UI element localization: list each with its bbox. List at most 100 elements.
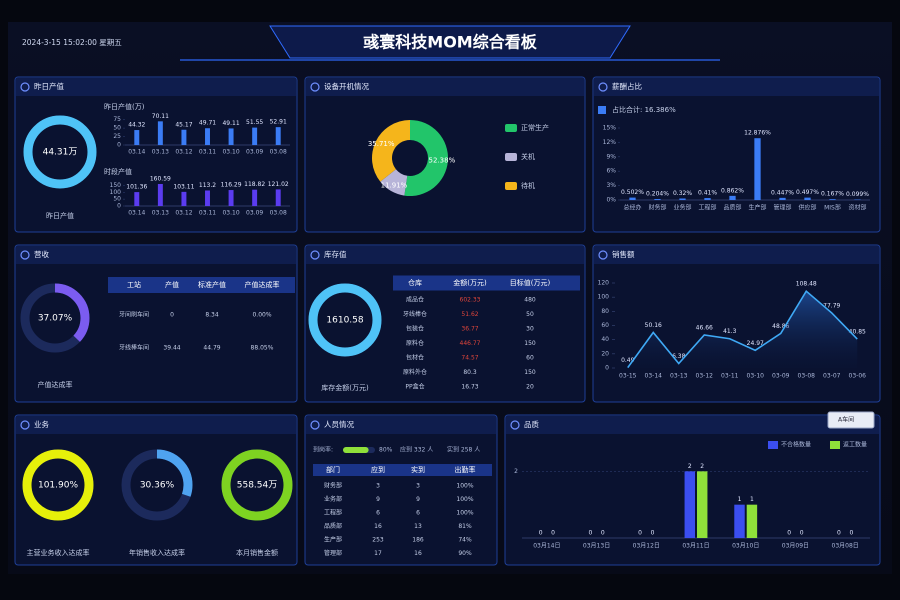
y-tick-label: 9%	[606, 153, 616, 160]
table-cell: 446.77	[460, 340, 481, 347]
table-cell: 100%	[456, 496, 473, 503]
gauge-arc	[121, 449, 193, 521]
table-cell: 20	[526, 384, 534, 391]
value-label: 108.48	[796, 281, 817, 288]
column-header: 金额(万元)	[453, 278, 487, 287]
title-plate	[269, 25, 631, 59]
x-tick-label: 业务部	[673, 204, 691, 212]
table-cell: 9	[416, 496, 420, 503]
value-label: 0	[588, 530, 592, 537]
bar	[696, 471, 708, 538]
panel-icon	[598, 250, 608, 260]
table-cell: 51.62	[461, 311, 478, 318]
y-tick-label: 20	[601, 350, 609, 357]
panel-icon	[598, 82, 608, 92]
table-cell: 150	[524, 369, 536, 376]
column-header: 目标值(万元)	[510, 278, 551, 287]
x-tick-label: 03.12	[175, 149, 192, 156]
bar	[704, 198, 711, 200]
value-label: 0.862%	[721, 187, 744, 194]
panel-header	[306, 246, 584, 264]
pie-slice	[380, 169, 408, 196]
table-cell: 牙间刷车间	[119, 311, 149, 319]
value-label: 2	[688, 463, 692, 470]
value-label: 0.099%	[846, 191, 869, 198]
panel-title: 业务	[34, 419, 49, 429]
value-label: 121.02	[268, 181, 289, 188]
gauge-caption: 产值达成率	[38, 380, 73, 389]
bar	[729, 195, 736, 200]
x-tick-label: 03.14	[128, 210, 145, 217]
bar	[205, 128, 210, 145]
table-cell: 13	[414, 523, 422, 530]
filter-dropdown[interactable]	[827, 411, 875, 429]
value-label: 0	[539, 530, 543, 537]
gauge-arc	[20, 283, 90, 353]
value-label: 1	[750, 496, 754, 503]
y-tick-label: 6%	[606, 168, 616, 175]
table-cell: 80.3	[463, 369, 477, 376]
gauge-value: 101.90%	[38, 481, 78, 491]
x-tick-label: 品质部	[723, 204, 741, 212]
table-cell: 36.77	[461, 326, 478, 333]
x-tick-label: 03.08	[270, 210, 287, 217]
column-header: 出勤率	[455, 465, 476, 474]
table-cell: 8.34	[205, 312, 219, 319]
panel-icon	[20, 420, 30, 430]
table-cell: 100%	[456, 483, 473, 490]
table-cell: 253	[372, 537, 384, 544]
x-tick-label: 03.08	[270, 149, 287, 156]
table-cell: 成品仓	[406, 296, 424, 304]
gauge-value: 558.54万	[237, 481, 278, 491]
table-cell: 480	[524, 297, 536, 304]
gauge-value: 1610.58	[326, 316, 363, 326]
table-cell: 44.79	[203, 345, 220, 352]
y-tick-label: 15%	[603, 125, 617, 132]
attendance-expected: 应到 332 人	[400, 446, 433, 454]
panel-icon	[20, 82, 30, 92]
bar	[275, 127, 281, 145]
table-cell: 原料仓	[406, 339, 424, 347]
x-tick-label: 03.14	[128, 149, 145, 156]
y-tick-label: 80	[601, 308, 609, 315]
legend-label: 返工数量	[843, 441, 867, 449]
gauge-ring	[221, 449, 293, 521]
panel-header	[16, 246, 296, 264]
x-tick-label: 03月10日	[732, 543, 759, 550]
value-label: 0	[601, 530, 605, 537]
chart-title: 昨日产值(万)	[104, 102, 145, 111]
panel-icon	[310, 250, 320, 260]
table-cell: 原料外仓	[403, 368, 427, 376]
value-label: 1	[738, 496, 742, 503]
value-label: 24.97	[747, 340, 764, 347]
x-tick-label: 生产部	[748, 204, 766, 212]
value-label: 44.32	[128, 122, 145, 129]
panel-icon	[310, 420, 320, 430]
table-cell: 6	[416, 510, 420, 517]
column-header: 工站	[127, 280, 141, 289]
table-cell: 0	[170, 312, 174, 319]
table-cell: 管理部	[324, 549, 342, 557]
x-tick-label: 03.12	[175, 210, 192, 217]
x-tick-label: 03月12日	[633, 543, 660, 550]
y-tick-label: 100	[598, 294, 610, 301]
panel-title: 设备开机情况	[324, 81, 369, 91]
value-label: 0.41%	[698, 190, 717, 197]
table-cell: 工程部	[324, 509, 342, 517]
x-tick-label: 03.09	[246, 210, 263, 217]
value-label: 51.55	[246, 119, 263, 126]
x-tick-label: 03-14	[645, 373, 663, 380]
panel-header	[594, 246, 879, 264]
y-tick-label: 2	[514, 468, 518, 475]
table-cell: 0.00%	[252, 312, 271, 319]
table-cell: 602.33	[460, 297, 481, 304]
value-label: 45.17	[175, 121, 192, 128]
panel-title: 薪酬占比	[612, 81, 642, 91]
column-header: 产值达成率	[245, 280, 280, 289]
y-tick-label: 3%	[606, 182, 616, 189]
x-tick-label: 03月13日	[583, 543, 610, 550]
panel-icon	[20, 250, 30, 260]
filter-value[interactable]: A车间	[838, 416, 854, 424]
panel-icon	[310, 82, 320, 92]
